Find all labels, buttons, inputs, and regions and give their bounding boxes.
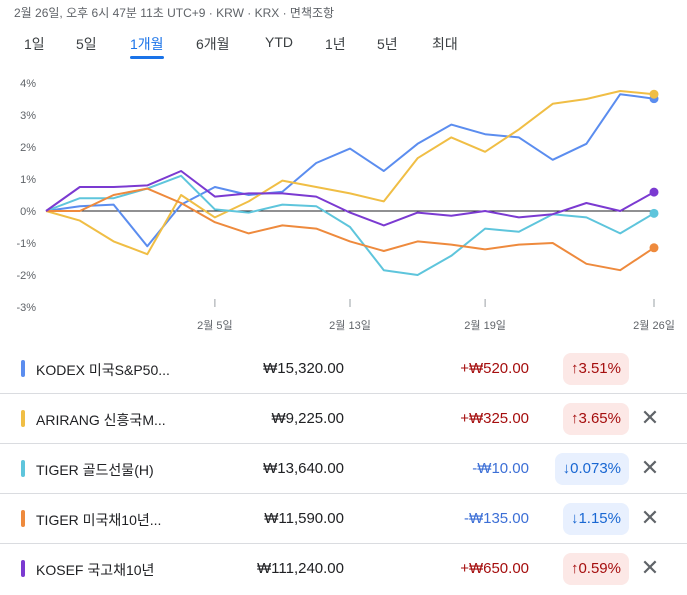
- range-tab-max[interactable]: 최대: [432, 36, 458, 52]
- x-tick-label: 2월 13일: [329, 318, 371, 332]
- x-tick-label: 2월 26일: [633, 318, 675, 332]
- y-tick-label: 2%: [20, 142, 36, 154]
- series-line: [45, 170, 655, 227]
- series-line: [46, 187, 655, 272]
- percent-change-badge: ↑3.65%: [562, 403, 629, 435]
- series-color-swatch: [21, 510, 25, 527]
- comparison-list: KODEX 미국S&P50... ₩15,320.00 +₩520.00 ↑3.…: [0, 344, 687, 593]
- chart-timestamp-disclaimer: 2월 26일, 오후 6시 47분 11초 UTC+9 · KRW · KRX …: [14, 6, 335, 20]
- series-end-marker: [649, 208, 659, 218]
- range-tab-5d[interactable]: 5일: [76, 36, 97, 52]
- security-name[interactable]: TIGER 미국채10년...: [36, 512, 162, 528]
- y-tick-label: 0%: [20, 206, 36, 218]
- comparison-line-chart[interactable]: 4% 3% 2% 1% 0% -1% -2% -3% 2월 5일 2월 13일 2월 19일 2월 2…: [0, 66, 687, 340]
- series-color-swatch: [21, 360, 25, 377]
- security-name[interactable]: KOSEF 국고채10년: [36, 562, 155, 578]
- security-name[interactable]: TIGER 골드선물(H): [36, 462, 154, 478]
- remove-comparison-button[interactable]: ✕: [640, 555, 660, 580]
- security-name[interactable]: ARIRANG 신흥국M...: [36, 412, 166, 428]
- time-range-selector: 1일 5일 1개월 6개월 YTD 1년 5년 최대: [0, 30, 687, 60]
- series-line: [45, 93, 655, 248]
- comparison-row[interactable]: ARIRANG 신흥국M... ₩9,225.00 +₩325.00 ↑3.65…: [0, 394, 687, 444]
- series-color-swatch: [21, 410, 25, 427]
- price-change: -₩135.00: [463, 510, 529, 527]
- series-end-marker: [649, 89, 659, 99]
- series-line: [45, 90, 655, 256]
- range-tab-1d[interactable]: 1일: [24, 36, 45, 52]
- security-price: ₩9,225.00: [271, 410, 344, 427]
- remove-comparison-button[interactable]: ✕: [640, 505, 660, 530]
- y-tick-label: -3%: [16, 302, 36, 314]
- remove-comparison-button[interactable]: ✕: [640, 405, 660, 430]
- range-tab-1y[interactable]: 1년: [325, 36, 346, 52]
- security-price: ₩13,640.00: [263, 460, 344, 477]
- y-tick-label: -2%: [16, 270, 36, 282]
- active-range-indicator: [130, 56, 164, 59]
- y-tick-label: 1%: [20, 174, 36, 186]
- percent-change-badge: ↓1.15%: [562, 503, 629, 535]
- y-tick-label: 4%: [20, 78, 36, 90]
- series-end-marker: [649, 243, 659, 253]
- comparison-row[interactable]: KODEX 미국S&P50... ₩15,320.00 +₩520.00 ↑3.…: [0, 344, 687, 394]
- series-color-swatch: [21, 560, 25, 577]
- range-tab-6m[interactable]: 6개월: [196, 36, 230, 52]
- percent-change-badge: ↑3.51%: [562, 353, 629, 385]
- security-name[interactable]: KODEX 미국S&P50...: [36, 362, 170, 378]
- series-color-swatch: [21, 460, 25, 477]
- price-change: -₩10.00: [472, 460, 529, 477]
- y-tick-label: -1%: [16, 238, 36, 250]
- x-tick-label: 2월 5일: [197, 318, 233, 332]
- price-change: +₩650.00: [460, 560, 529, 577]
- security-price: ₩15,320.00: [263, 360, 344, 377]
- y-tick-label: 3%: [20, 110, 36, 122]
- range-tab-1m[interactable]: 1개월: [130, 36, 164, 52]
- comparison-row[interactable]: KOSEF 국고채10년 ₩111,240.00 +₩650.00 ↑0.59%…: [0, 544, 687, 593]
- range-tab-5y[interactable]: 5년: [377, 36, 398, 52]
- remove-comparison-button[interactable]: ✕: [640, 455, 660, 480]
- x-tick-label: 2월 19일: [464, 318, 506, 332]
- series-end-marker: [649, 187, 659, 197]
- comparison-row[interactable]: TIGER 미국채10년... ₩11,590.00 -₩135.00 ↓1.1…: [0, 494, 687, 544]
- price-change: +₩325.00: [460, 410, 529, 427]
- range-tab-ytd[interactable]: YTD: [265, 34, 293, 50]
- percent-change-badge: ↑0.59%: [562, 553, 629, 585]
- security-price: ₩11,590.00: [264, 510, 344, 527]
- price-change: +₩520.00: [460, 360, 529, 377]
- percent-change-badge: ↓0.073%: [554, 453, 629, 485]
- security-price: ₩111,240.00: [256, 560, 344, 577]
- comparison-row[interactable]: TIGER 골드선물(H) ₩13,640.00 -₩10.00 ↓0.073%…: [0, 444, 687, 494]
